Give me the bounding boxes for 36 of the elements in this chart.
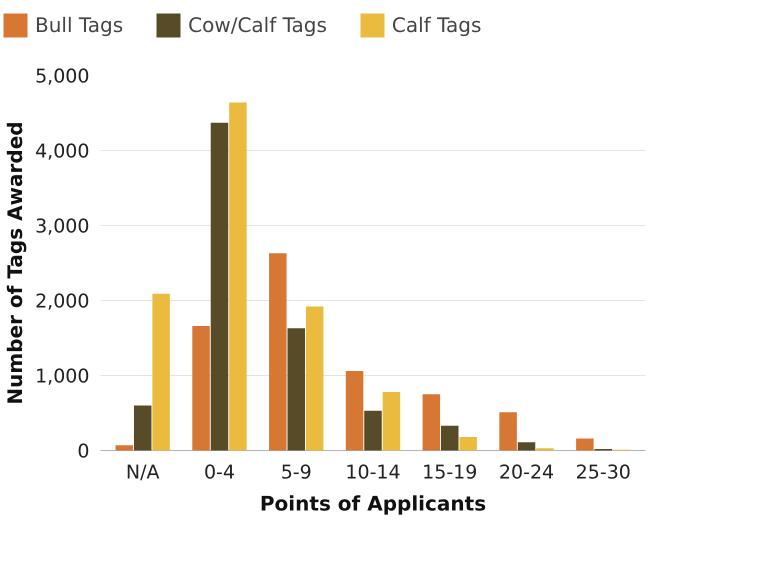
bar (346, 371, 364, 450)
bar (422, 394, 440, 450)
x-axis-title: Points of Applicants (260, 492, 486, 516)
legend-label: Calf Tags (392, 13, 482, 37)
bar (192, 326, 210, 450)
bar (441, 426, 459, 450)
bar (229, 102, 247, 450)
x-tick-label: 15-19 (422, 462, 478, 484)
y-tick-label: 4,000 (35, 140, 90, 162)
x-tick-label: 20-24 (498, 462, 554, 484)
x-tick-label: N/A (126, 462, 160, 484)
bar (152, 294, 170, 450)
y-tick-label: 5,000 (35, 66, 90, 88)
bar (518, 442, 536, 450)
x-tick-label: 10-14 (345, 462, 401, 484)
bar (210, 122, 228, 450)
bar (364, 410, 382, 450)
bar (459, 437, 477, 450)
bar (134, 406, 152, 450)
y-axis-title: Number of Tags Awarded (3, 121, 28, 405)
y-tick-label: 3,000 (35, 216, 90, 238)
legend-label: Bull Tags (35, 13, 124, 37)
bar (306, 306, 324, 450)
x-tick-label: 0-4 (204, 462, 236, 484)
bar (116, 445, 134, 450)
bar (382, 392, 400, 450)
bar (269, 253, 287, 450)
x-tick-label: 25-30 (576, 462, 631, 484)
legend-label: Cow/Calf Tags (188, 13, 327, 37)
y-tick-label: 2,000 (35, 290, 90, 312)
bar (499, 412, 517, 450)
bar (576, 438, 594, 450)
x-tick-label: 5-9 (280, 462, 312, 484)
bar (287, 328, 305, 450)
y-tick-label: 0 (77, 440, 90, 462)
y-tick-label: 1,000 (35, 366, 90, 388)
